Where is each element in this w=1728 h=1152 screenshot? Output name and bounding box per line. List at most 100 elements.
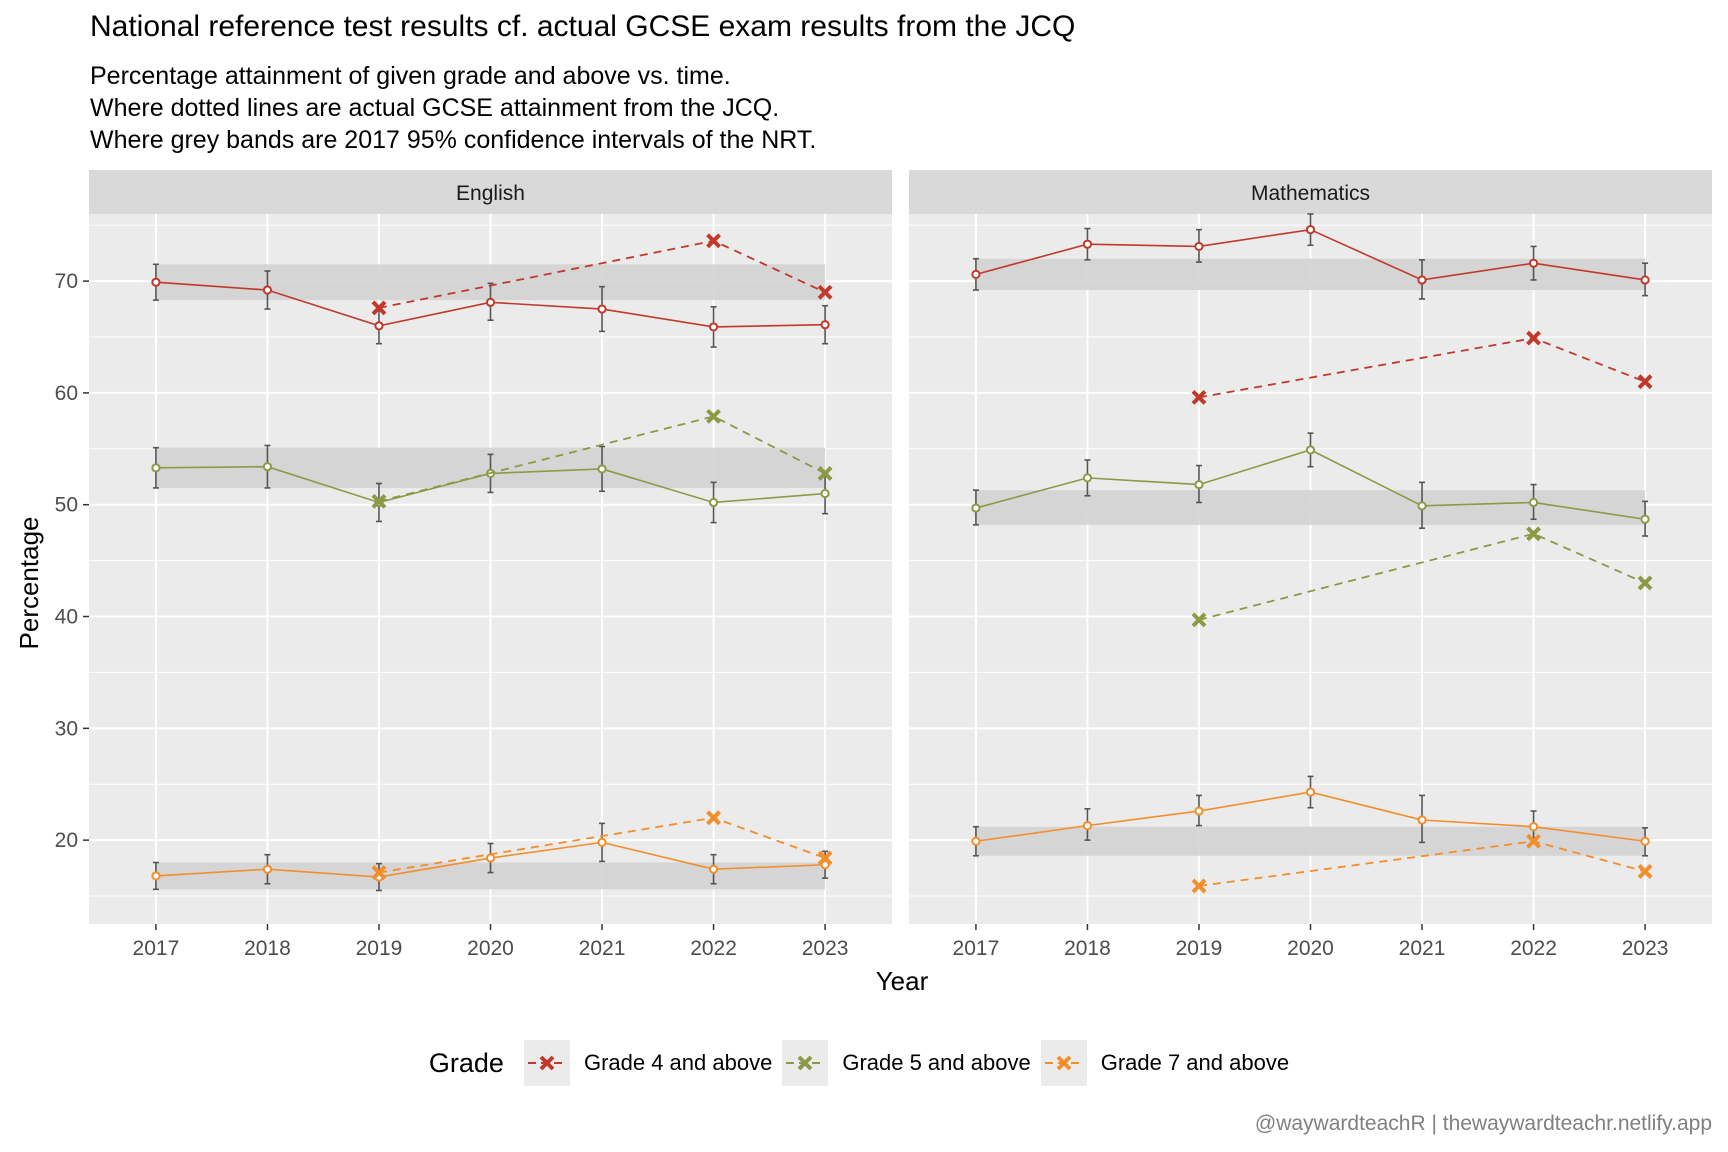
jcq-point-grade4 xyxy=(1191,389,1207,405)
nrt-point-grade7 xyxy=(1417,815,1427,825)
y-axis-title: Percentage xyxy=(14,517,44,650)
subtitle-line-2: Where dotted lines are actual GCSE attai… xyxy=(90,94,780,122)
jcq-point-grade5 xyxy=(1191,612,1207,628)
subtitle-line-3: Where grey bands are 2017 95% confidence… xyxy=(90,126,817,154)
nrt-point-grade7 xyxy=(971,836,981,846)
nrt-point-grade4 xyxy=(1417,275,1427,285)
facet-label-mathematics: Mathematics xyxy=(1251,182,1370,205)
legend-item-grade4: Grade 4 and above xyxy=(523,1040,773,1086)
jcq-point-grade4 xyxy=(706,233,721,249)
y-tick-label: 40 xyxy=(55,606,78,629)
ci-band-2017-grade5 xyxy=(975,490,1646,525)
legend: Grade Grade 4 and above Grade 5 and abov… xyxy=(0,1038,1728,1088)
y-tick-label: 30 xyxy=(55,717,78,740)
nrt-point-grade7 xyxy=(1194,806,1204,816)
nrt-point-grade7 xyxy=(1305,787,1316,797)
nrt-point-grade4 xyxy=(151,277,161,287)
legend-label-grade4: Grade 4 and above xyxy=(583,1050,773,1075)
facet-strip-mathematics xyxy=(909,170,1712,214)
nrt-point-grade5 xyxy=(151,463,161,473)
nrt-point-grade4 xyxy=(708,322,719,332)
nrt-point-grade5 xyxy=(1640,514,1650,524)
nrt-point-grade4 xyxy=(374,321,384,331)
nrt-point-grade4 xyxy=(597,304,607,314)
legend-title: Grade xyxy=(428,1047,504,1078)
legend-key-grade4 xyxy=(523,1040,570,1086)
nrt-point-grade7 xyxy=(262,864,273,874)
x-tick-label: 2022 xyxy=(690,937,737,960)
legend-item-grade7: Grade 7 and above xyxy=(1040,1040,1290,1086)
x-tick-label: 2020 xyxy=(467,937,514,960)
jcq-point-grade7 xyxy=(1526,833,1541,849)
jcq-point-grade5 xyxy=(817,465,833,481)
nrt-point-grade7 xyxy=(151,871,161,881)
ci-band-2017-grade7 xyxy=(975,826,1646,856)
nrt-point-grade5 xyxy=(708,497,719,508)
nrt-point-grade4 xyxy=(1082,239,1093,249)
jcq-point-grade4 xyxy=(371,300,387,316)
subtitle-line-1: Percentage attainment of given grade and… xyxy=(90,62,731,90)
nrt-point-grade4 xyxy=(1305,225,1316,235)
y-tick-label: 70 xyxy=(55,270,78,293)
jcq-point-grade7 xyxy=(1191,878,1207,894)
nrt-point-grade7 xyxy=(1528,822,1539,832)
jcq-line-grade5 xyxy=(1198,532,1646,621)
nrt-point-grade4 xyxy=(1640,275,1650,285)
x-tick-label: 2021 xyxy=(579,937,626,960)
y-tick-label: 20 xyxy=(55,829,78,852)
caption: @waywardteachR | thewaywardteachr.netlif… xyxy=(1254,1112,1712,1135)
x-tick-label: 2022 xyxy=(1510,937,1557,960)
nrt-point-grade7 xyxy=(708,864,719,874)
legend-key-grade7 xyxy=(1040,1040,1087,1086)
jcq-point-grade4 xyxy=(1637,374,1653,390)
jcq-point-grade7 xyxy=(371,865,387,880)
jcq-point-grade4 xyxy=(1526,330,1541,346)
x-tick-label: 2023 xyxy=(1622,937,1669,960)
nrt-point-grade5 xyxy=(262,462,273,472)
nrt-point-grade5 xyxy=(1417,501,1427,511)
jcq-point-grade5 xyxy=(371,493,387,509)
nrt-point-grade7 xyxy=(1082,821,1093,831)
legend-label-grade7: Grade 7 and above xyxy=(1100,1050,1290,1075)
x-axis-title: Year xyxy=(876,966,929,996)
x-tick-label: 2023 xyxy=(802,937,849,960)
nrt-point-grade7 xyxy=(1640,836,1650,846)
x-tick-label: 2018 xyxy=(244,937,291,960)
chart-title: National reference test results cf. actu… xyxy=(90,10,1076,43)
nrt-point-grade5 xyxy=(1082,473,1093,483)
legend-label-grade5: Grade 5 and above xyxy=(842,1050,1031,1075)
nrt-point-grade7 xyxy=(597,837,607,847)
nrt-point-grade4 xyxy=(262,285,273,295)
x-tick-label: 2019 xyxy=(356,937,403,960)
nrt-point-grade4 xyxy=(820,320,830,330)
nrt-point-grade5 xyxy=(1305,445,1316,455)
x-tick-label: 2021 xyxy=(1399,937,1446,960)
jcq-point-grade5 xyxy=(706,408,721,424)
panel-english: English 2017 2018 2019 2020 2021 2022 2023 20 30 4… xyxy=(55,170,892,960)
nrt-point-grade4 xyxy=(485,297,496,307)
nrt-point-grade4 xyxy=(1528,258,1539,268)
y-tick-label: 50 xyxy=(55,494,78,517)
x-tick-label: 2017 xyxy=(953,937,1000,960)
nrt-point-grade5 xyxy=(597,464,607,474)
nrt-point-grade5 xyxy=(1194,479,1204,490)
panel-mathematics: Mathematics 2017 2018 2019 2020 2021 2022 2023 xyxy=(909,170,1712,960)
x-tick-label: 2018 xyxy=(1064,937,1111,960)
facet-strip-english xyxy=(89,170,892,214)
legend-item-grade5: Grade 5 and above xyxy=(782,1040,1031,1086)
nrt-point-grade7 xyxy=(820,860,830,870)
nrt-point-grade5 xyxy=(971,503,981,513)
nrt-point-grade5 xyxy=(820,488,830,499)
x-tick-label: 2020 xyxy=(1287,937,1334,960)
y-tick-label: 60 xyxy=(55,382,78,405)
legend-key-grade5 xyxy=(782,1040,829,1086)
jcq-point-grade5 xyxy=(1526,526,1541,542)
jcq-line-grade5 xyxy=(378,415,826,503)
facet-label-english: English xyxy=(456,182,525,205)
jcq-point-grade7 xyxy=(1637,864,1653,879)
nrt-point-grade5 xyxy=(1528,497,1539,508)
nrt-point-grade4 xyxy=(971,269,981,279)
jcq-point-grade5 xyxy=(1637,575,1653,591)
x-tick-label: 2017 xyxy=(133,937,180,960)
